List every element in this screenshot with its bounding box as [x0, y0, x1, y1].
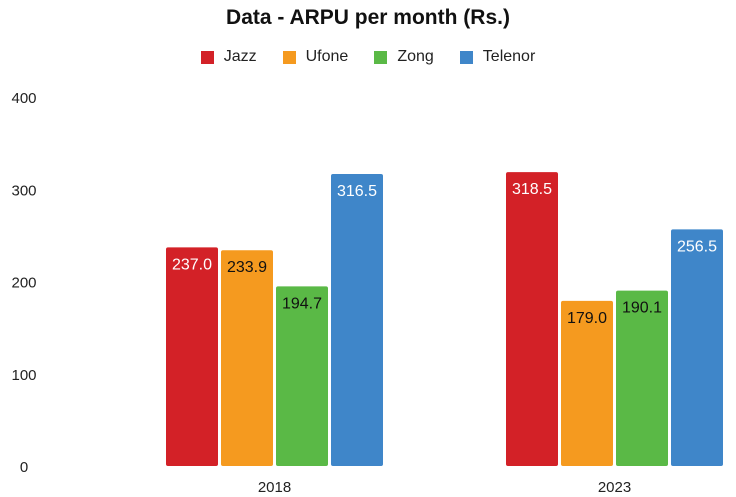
legend-swatch-ufone	[282, 50, 296, 64]
data-label-jazz-2018: 237.0	[172, 256, 212, 273]
bar-jazz-2023	[506, 172, 558, 466]
data-label-zong-2023: 190.1	[622, 300, 662, 317]
legend-swatch-zong	[374, 50, 388, 64]
legend-swatch-telenor	[459, 50, 473, 64]
bar-telenor-2018	[331, 174, 383, 466]
bar-ufone-2023	[561, 300, 613, 466]
legend-label-zong: Zong	[397, 48, 434, 65]
legend-label-jazz: Jazz	[223, 48, 257, 65]
y-tick-label: 300	[11, 182, 36, 199]
legend: Jazz Ufone Zong Telenor	[0, 48, 736, 66]
data-label-zong-2018: 194.7	[282, 295, 322, 312]
legend-item-jazz: Jazz	[200, 48, 257, 66]
legend-label-telenor: Telenor	[482, 48, 536, 65]
bar-zong-2023	[616, 290, 668, 466]
y-tick-label: 200	[11, 275, 36, 292]
y-tick-label: 0	[20, 459, 28, 476]
legend-swatch-jazz	[200, 50, 214, 64]
x-tick-label: 2023	[598, 479, 631, 496]
data-label-telenor-2018: 316.5	[337, 183, 377, 200]
legend-item-ufone: Ufone	[282, 48, 349, 66]
bar-ufone-2018	[221, 250, 273, 466]
y-tick-label: 400	[11, 90, 36, 107]
bar-telenor-2023	[671, 229, 723, 466]
x-tick-label: 2018	[258, 479, 291, 496]
data-label-jazz-2023: 318.5	[512, 181, 552, 198]
data-label-ufone-2023: 179.0	[567, 310, 607, 327]
bar-zong-2018	[276, 286, 328, 466]
legend-item-telenor: Telenor	[459, 48, 536, 66]
chart-title: Data - ARPU per month (Rs.)	[226, 6, 510, 29]
legend-item-zong: Zong	[374, 48, 434, 66]
data-label-telenor-2023: 256.5	[677, 238, 717, 255]
bar-jazz-2018	[166, 247, 218, 466]
legend-label-ufone: Ufone	[305, 48, 349, 65]
data-label-ufone-2018: 233.9	[227, 259, 267, 276]
y-tick-label: 100	[11, 367, 36, 384]
